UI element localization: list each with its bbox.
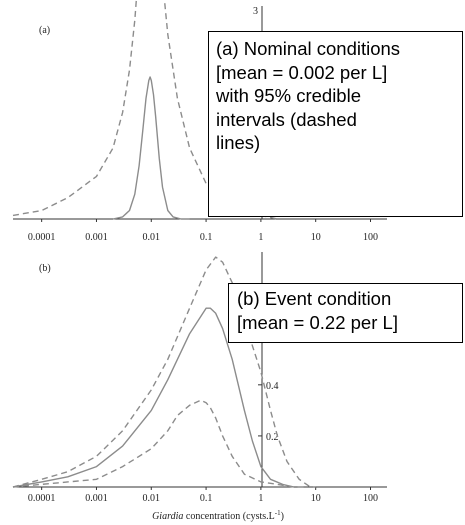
panel-b-xtick-label-4: 1 — [258, 493, 263, 504]
panel-b-xtick-label-0: 0.0001 — [28, 493, 56, 504]
annotation-b-line-2: [mean = 0.22 per L] — [237, 311, 398, 333]
annotation-a-line-2: [mean = 0.002 per L] — [216, 61, 388, 83]
panel-a-label: (a) — [39, 25, 50, 36]
panel-b-x-ticks: 0.0001 0.001 0.01 0.1 1 10 100 — [28, 487, 378, 504]
panel-b-annotation-box: (b) Event condition [mean = 0.22 per L] — [228, 283, 463, 343]
panel-b-xtick-label-3: 0.1 — [200, 493, 213, 504]
panel-b-label: (b) — [39, 263, 51, 274]
annotation-a-line-4: intervals (dashed — [216, 108, 357, 130]
panel-a-solid-curve-0 — [112, 76, 190, 220]
panel-b-x-axis-label: Giardia concentration (cysts.L-1) — [152, 509, 284, 522]
panel-b-xtick-label-1: 0.001 — [85, 493, 108, 504]
panel-a-xtick-label-4: 1 — [258, 232, 263, 243]
x-label-exponent: -1 — [275, 509, 281, 517]
panel-b-solid-curve-0 — [12, 307, 295, 488]
panel-a-ytick-3: 3 — [253, 6, 258, 17]
panel-a-x-ticks: 0.0001 0.001 0.01 0.1 1 10 100 — [28, 219, 378, 243]
annotation-a-line-3: with 95% credible — [216, 85, 361, 106]
panel-b-xtick-label-5: 10 — [311, 493, 321, 504]
panel-b-ytick-label-1: 0.4 — [266, 381, 279, 392]
panel-a-dashed-curve-1 — [12, 0, 138, 217]
panel-a-xtick-label-1: 0.001 — [85, 232, 108, 243]
panel-a-xtick-label-0: 0.0001 — [28, 232, 56, 243]
panel-b-dashed-curve-1 — [12, 399, 304, 488]
annotation-a-line-1: (a) Nominal conditions — [216, 38, 401, 59]
panel-a-annotation-box: (a) Nominal conditions [mean = 0.002 per… — [208, 31, 463, 217]
annotation-b-line-1: (b) Event condition — [237, 288, 392, 309]
panel-b-dashed-curve-2 — [12, 256, 316, 488]
panel-b-xtick-label-2: 0.01 — [143, 493, 161, 504]
x-label-close: ) — [281, 511, 284, 522]
panel-a-xtick-label-5: 10 — [311, 232, 321, 243]
panel-a-xtick-label-3: 0.1 — [200, 232, 213, 243]
panel-b-series — [12, 256, 316, 488]
panel-b-ytick-label-0: 0.2 — [266, 432, 279, 443]
panel-a-xtick-label-2: 0.01 — [143, 232, 161, 243]
x-label-text: concentration (cysts.L — [183, 511, 274, 522]
panel-b-xtick-label-6: 100 — [363, 493, 378, 504]
panel-a-xtick-label-6: 100 — [363, 232, 378, 243]
annotation-a-line-5: lines) — [216, 132, 261, 153]
x-label-organism: Giardia — [152, 511, 183, 522]
